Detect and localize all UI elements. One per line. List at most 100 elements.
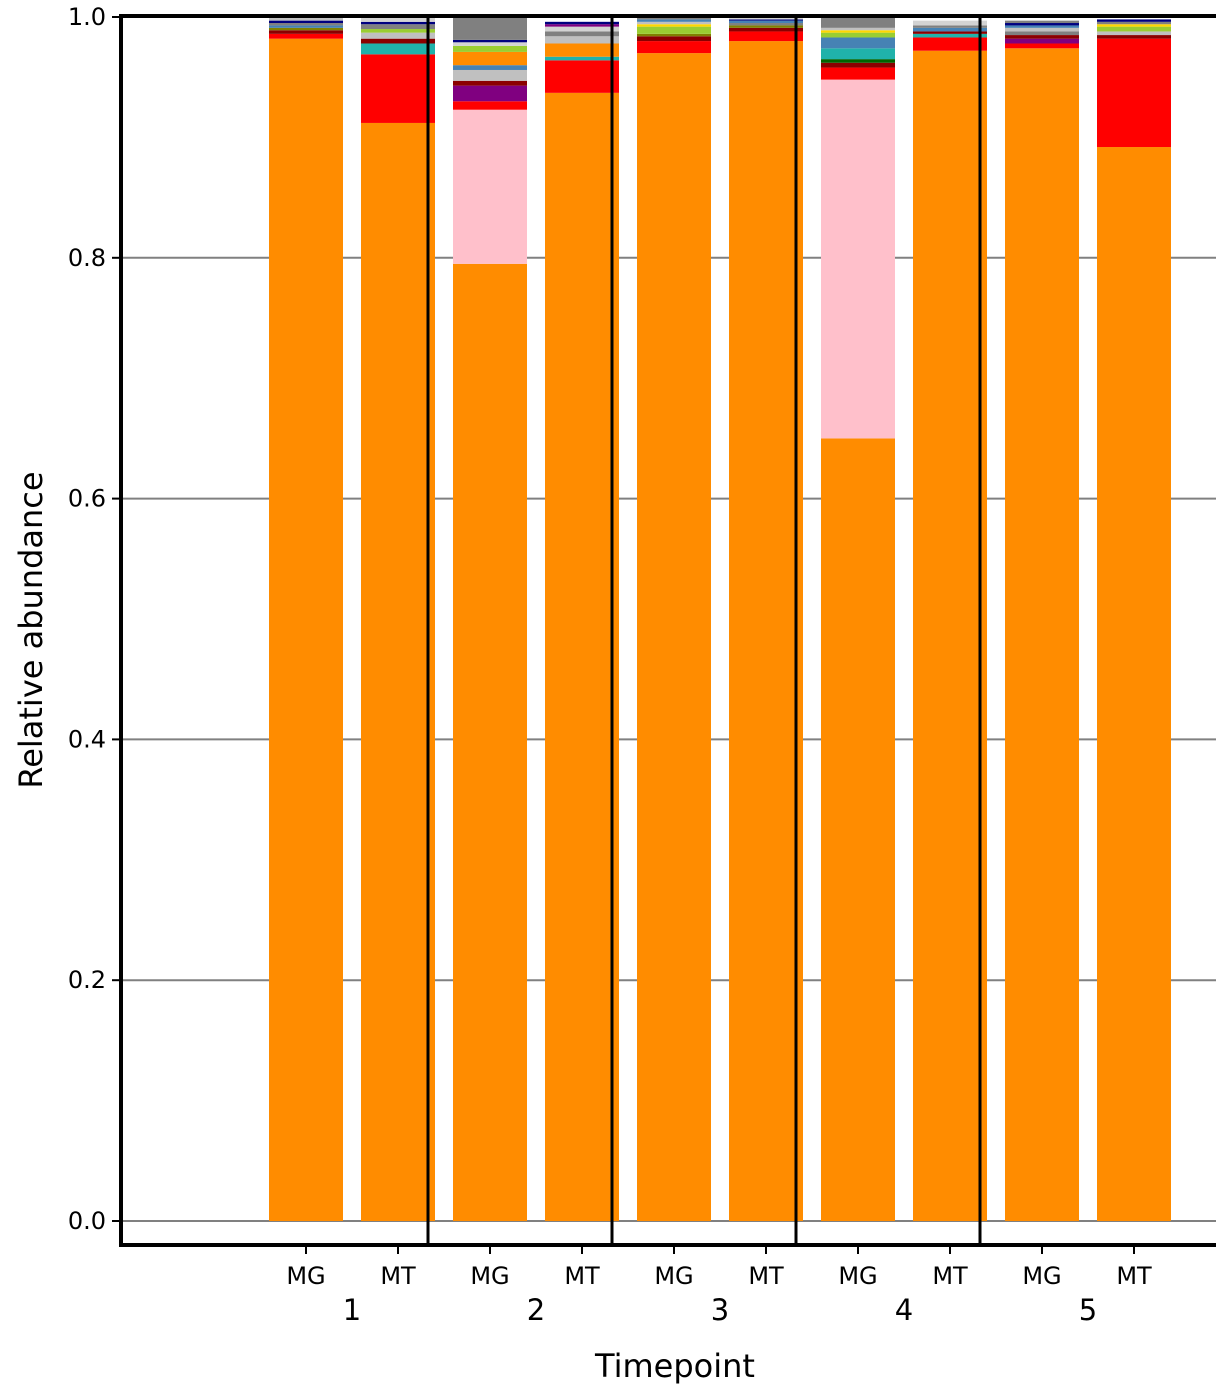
bar-segment-yellowgreen: [361, 29, 435, 33]
bar-segment-lightgray: [545, 26, 619, 32]
x-sample-label: MT: [1116, 1262, 1152, 1290]
bar-segment-navy: [1005, 23, 1079, 26]
bar-segment-orange: [269, 38, 343, 1222]
bar-segment-navy: [269, 20, 343, 24]
x-sample-label: MT: [380, 1262, 416, 1290]
bar-segment-darkgreen: [821, 59, 895, 63]
x-axis-labels: MG MT 1 MG MT 2 MG MT 3 MG MT 4 MG MT 5: [286, 1245, 1152, 1327]
bar-group-4-mg: [821, 17, 895, 1221]
bar-segment-red: [453, 101, 527, 110]
bar-segment-red: [637, 41, 711, 54]
bar-segment-darkred: [361, 38, 435, 44]
bar-segment-gray: [729, 23, 803, 26]
bar-segment-silver: [453, 69, 527, 81]
bar-segment-lightgray: [361, 17, 435, 22]
bar-segment-orange: [361, 122, 435, 1221]
bar-segment-red: [729, 31, 803, 42]
bar-segment-pink: [821, 79, 895, 439]
bar-segment-gray: [913, 25, 987, 28]
bar-segment-steelblue: [453, 65, 527, 70]
bar-group-1-mt: [361, 17, 435, 1221]
bar-segment-purple: [1005, 38, 1079, 44]
bar-segment-red: [545, 60, 619, 93]
bar-segment-silver: [361, 32, 435, 39]
bar-segment-gray: [1005, 31, 1079, 36]
group-separators: [426, 16, 982, 1245]
bar-group-3-mg: [637, 17, 711, 1222]
bar-segment-red: [361, 54, 435, 123]
bar-segment-orange: [821, 438, 895, 1221]
bar-segment-yellow: [637, 24, 711, 27]
bar-segment-lightgray: [913, 20, 987, 26]
bar-segment-yellow: [821, 30, 895, 33]
y-tick-label: 0.2: [68, 966, 106, 994]
bar-segment-gray: [637, 17, 711, 20]
bar-segment-steelblue: [729, 20, 803, 24]
bar-segment-gray: [1005, 20, 1079, 24]
bar-segment-teal: [545, 56, 619, 61]
bar-segment-navy: [361, 21, 435, 25]
bar-segment-silver: [269, 17, 343, 21]
bar-segment-yellow: [1097, 24, 1171, 27]
bar-segment-yellowgreen: [637, 26, 711, 34]
bar-segment-steelblue: [269, 25, 343, 28]
bar-segment-darkred: [729, 27, 803, 32]
bar-segment-orange: [453, 51, 527, 66]
x-sample-label: MT: [932, 1262, 968, 1290]
bar-segment-orange: [1005, 48, 1079, 1222]
bar-segment-steelblue: [1005, 25, 1079, 28]
bar-segment-navy: [729, 19, 803, 21]
bar-segment-gray: [269, 23, 343, 26]
x-axis-title: Timepoint: [594, 1347, 755, 1385]
plot-frame: [119, 14, 1216, 1247]
bar-group-3-mt: [729, 17, 803, 1222]
bar-segment-darkred: [269, 30, 343, 34]
y-tick-label: 0.8: [68, 244, 106, 272]
bar-segment-gray: [821, 17, 895, 28]
y-tick-label: 0.6: [68, 485, 106, 513]
bar-segment-red: [821, 67, 895, 80]
bar-segment-darkred: [1005, 35, 1079, 39]
x-group-label: 3: [711, 1293, 729, 1327]
x-sample-label: MG: [654, 1262, 693, 1290]
bar-segment-red: [269, 33, 343, 39]
x-group-label: 2: [527, 1293, 545, 1327]
bar-segment-steelblue: [637, 19, 711, 22]
bar-segment-navy: [1097, 19, 1171, 22]
bar-group-2-mt: [545, 21, 619, 1221]
bar-segment-steelblue: [913, 27, 987, 32]
axes: [119, 14, 1216, 1247]
y-tick-label: 0.0: [68, 1207, 106, 1235]
x-sample-label: MT: [748, 1262, 784, 1290]
bar-segment-yellowgreen: [821, 32, 895, 38]
bar-segment-darkred: [821, 62, 895, 68]
bar-segment-silver: [821, 27, 895, 31]
bar-segment-orange: [637, 53, 711, 1222]
bar-segment-steelblue: [821, 37, 895, 49]
bar-segment-orange: [1097, 147, 1171, 1222]
bar-segment-teal: [821, 48, 895, 60]
bar-segment-pink: [453, 109, 527, 264]
bar-segment-teal: [913, 33, 987, 38]
x-sample-label: MG: [470, 1262, 509, 1290]
bar-segment-gray: [453, 17, 527, 40]
y-axis-ticks: 0.0 0.2 0.4 0.6 0.8 1.0: [68, 3, 121, 1235]
bar-segment-silver: [637, 21, 711, 25]
bar-segment-gray: [361, 24, 435, 30]
bar-segment-red: [1097, 38, 1171, 148]
bar-group-1-mg: [269, 17, 343, 1222]
bar-segment-darkred: [1097, 35, 1171, 39]
bar-segment-silver: [545, 36, 619, 44]
x-group-label: 4: [895, 1293, 913, 1327]
x-sample-label: MT: [564, 1262, 600, 1290]
y-tick-label: 1.0: [68, 3, 106, 31]
bar-segment-red: [1005, 43, 1079, 49]
y-axis-title: Relative abundance: [12, 471, 50, 788]
bar-segment-red: [913, 37, 987, 51]
bar-segment-olive: [729, 25, 803, 28]
bar-group-4-mt: [913, 20, 987, 1221]
bar-segment-orange: [545, 43, 619, 57]
bar-segment-orange: [453, 263, 527, 1221]
bar-group-2-mg: [453, 17, 527, 1221]
